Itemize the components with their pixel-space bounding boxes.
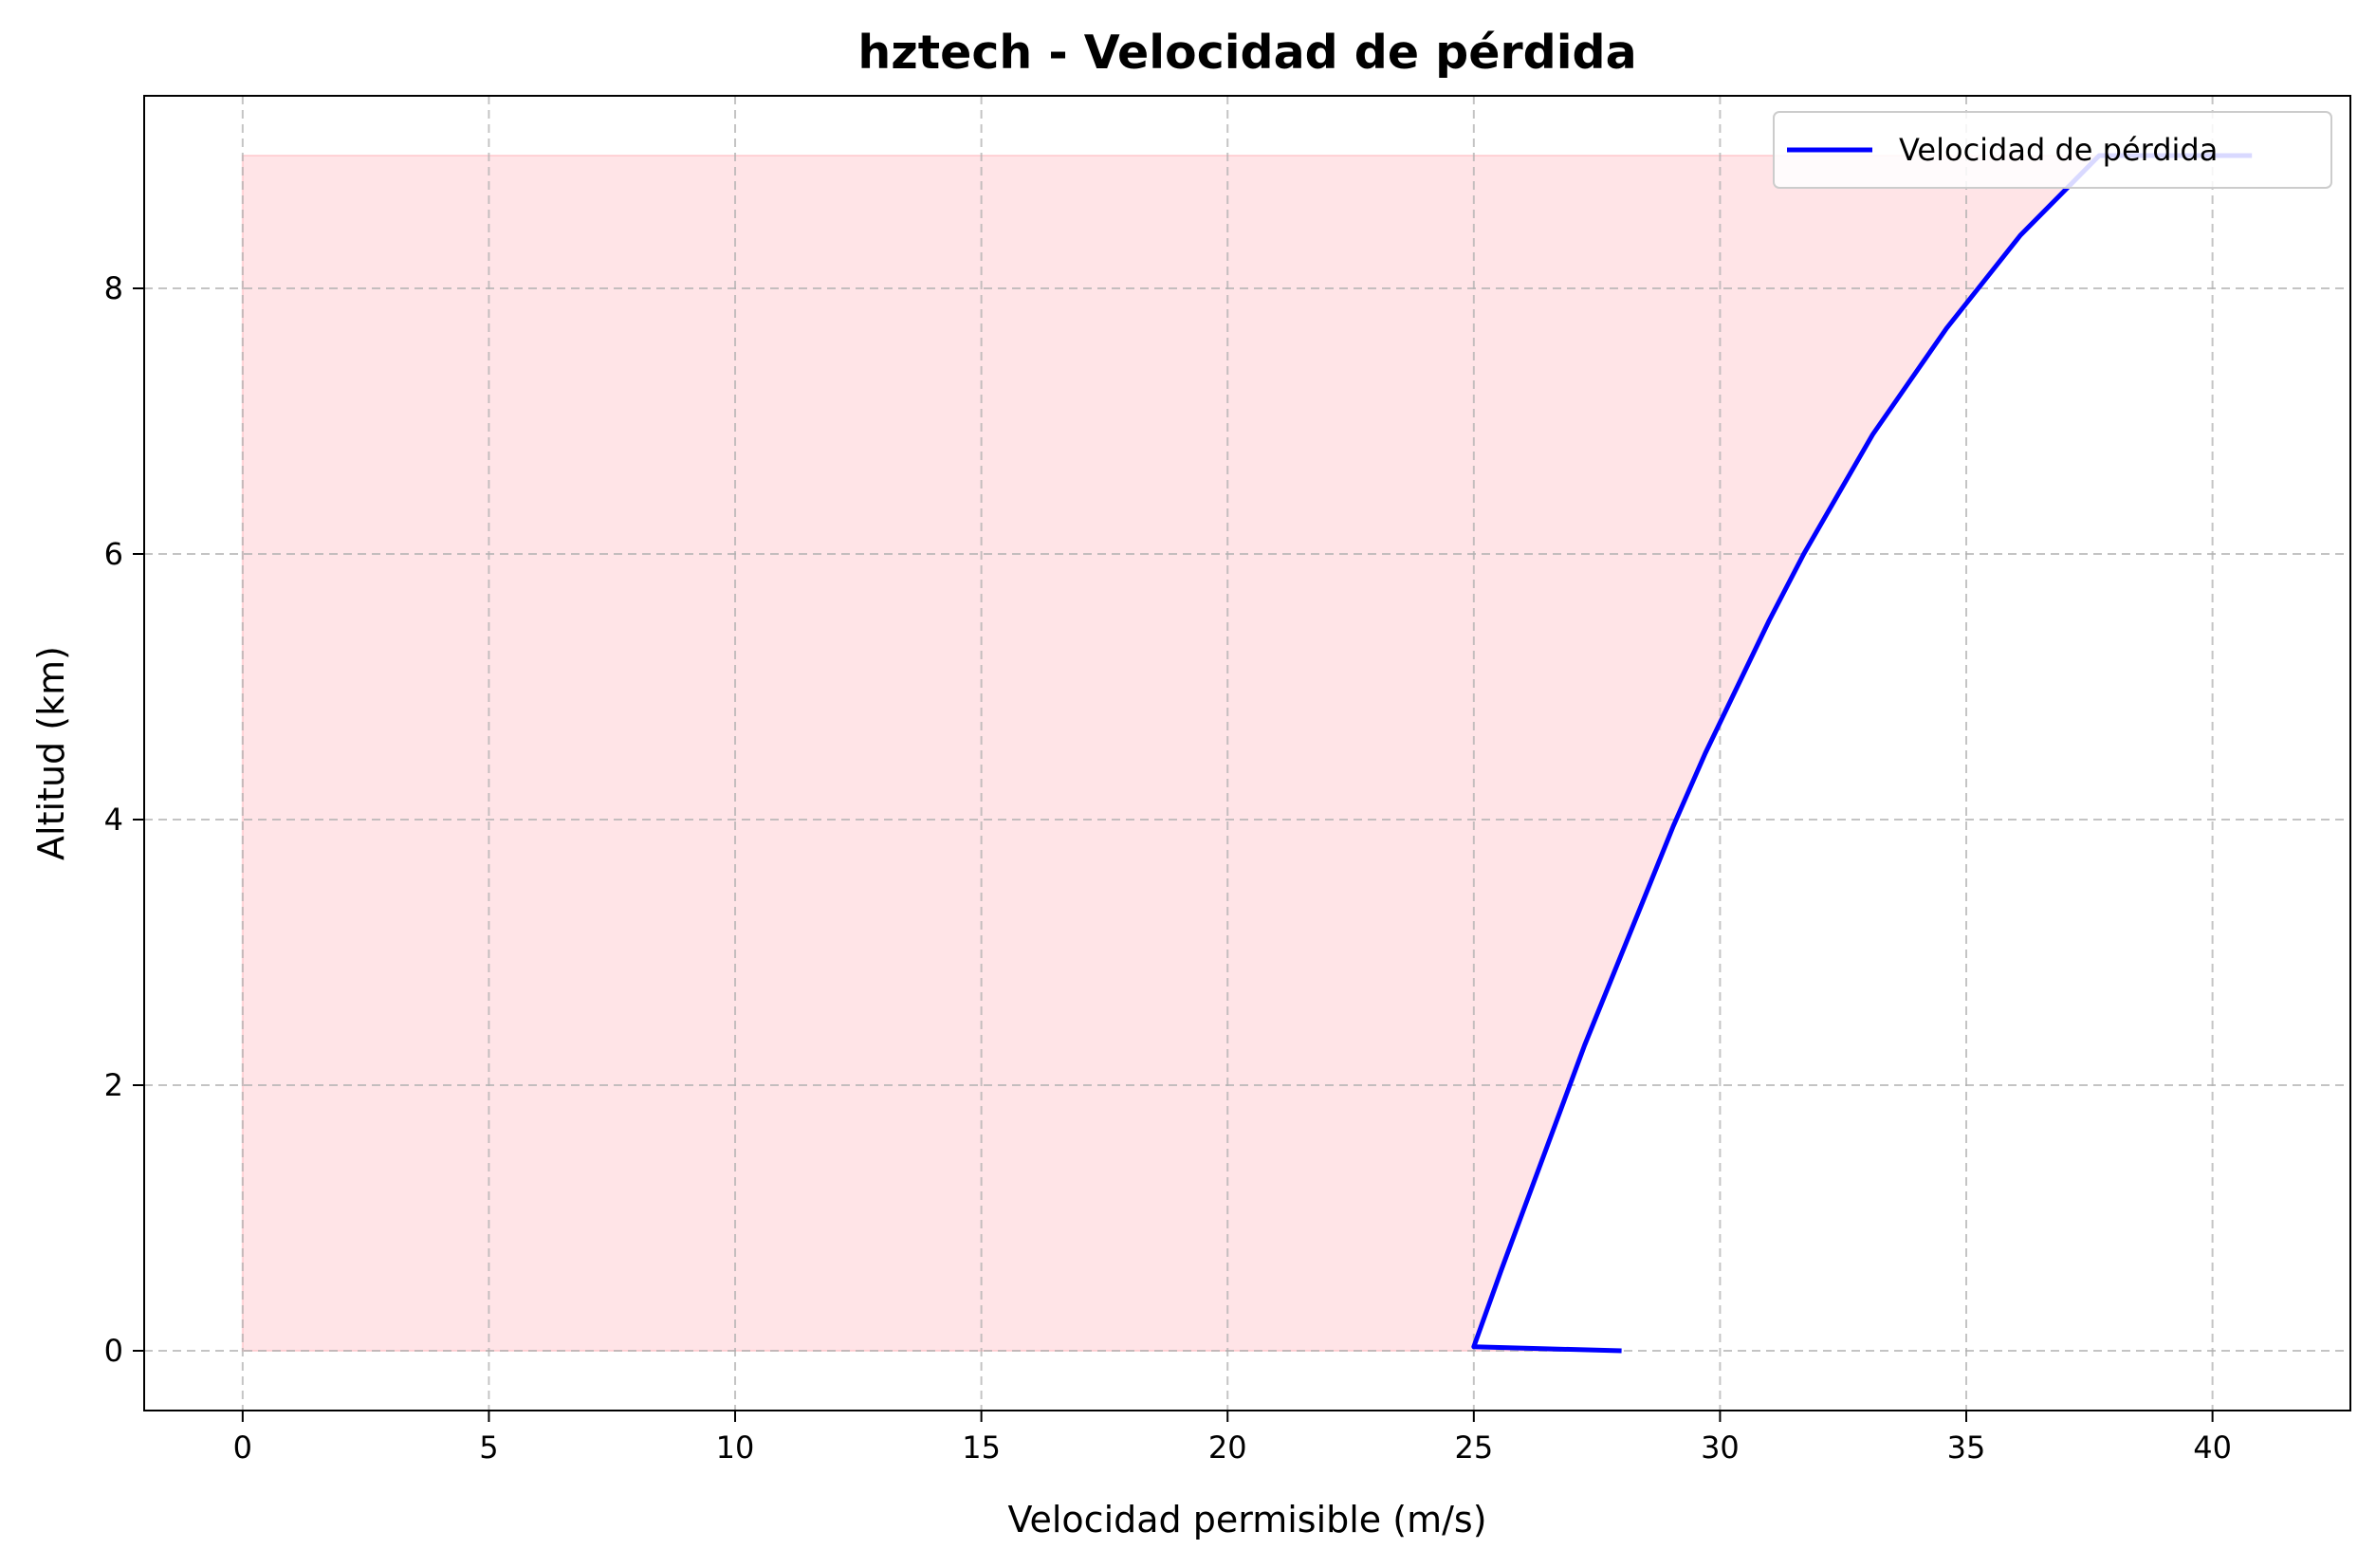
x-tick-label: 0 <box>233 1430 252 1466</box>
grid-layer <box>144 96 2350 1411</box>
plot-frame <box>143 95 2351 1411</box>
x-tick-label: 35 <box>1947 1430 1986 1466</box>
y-tick-label: 8 <box>104 270 123 306</box>
x-tick-label: 20 <box>1208 1430 1247 1466</box>
legend: Velocidad de pérdida <box>1773 111 2332 189</box>
y-tick-label: 6 <box>104 536 123 572</box>
legend-box <box>1773 111 2332 189</box>
x-tick-label: 15 <box>962 1430 1001 1466</box>
y-tick-label: 4 <box>104 802 123 838</box>
x-tick-label: 40 <box>2193 1430 2232 1466</box>
x-tick-label: 5 <box>479 1430 498 1466</box>
x-tick-label: 25 <box>1454 1430 1493 1466</box>
y-tick-label: 0 <box>104 1333 123 1369</box>
y-tick-label: 2 <box>104 1067 123 1103</box>
tick-layer: 0 5 10 15 20 25 30 35 40 0 2 4 6 8 <box>104 270 2232 1466</box>
y-axis-label: Altitud (km) <box>30 646 72 860</box>
x-tick-label: 30 <box>1701 1430 1740 1466</box>
chart-title: hztech - Velocidad de pérdida <box>857 26 1636 80</box>
x-axis-label: Velocidad permisible (m/s) <box>1007 1499 1486 1540</box>
legend-label: Velocidad de pérdida <box>1899 132 2218 168</box>
x-tick-label: 10 <box>716 1430 755 1466</box>
